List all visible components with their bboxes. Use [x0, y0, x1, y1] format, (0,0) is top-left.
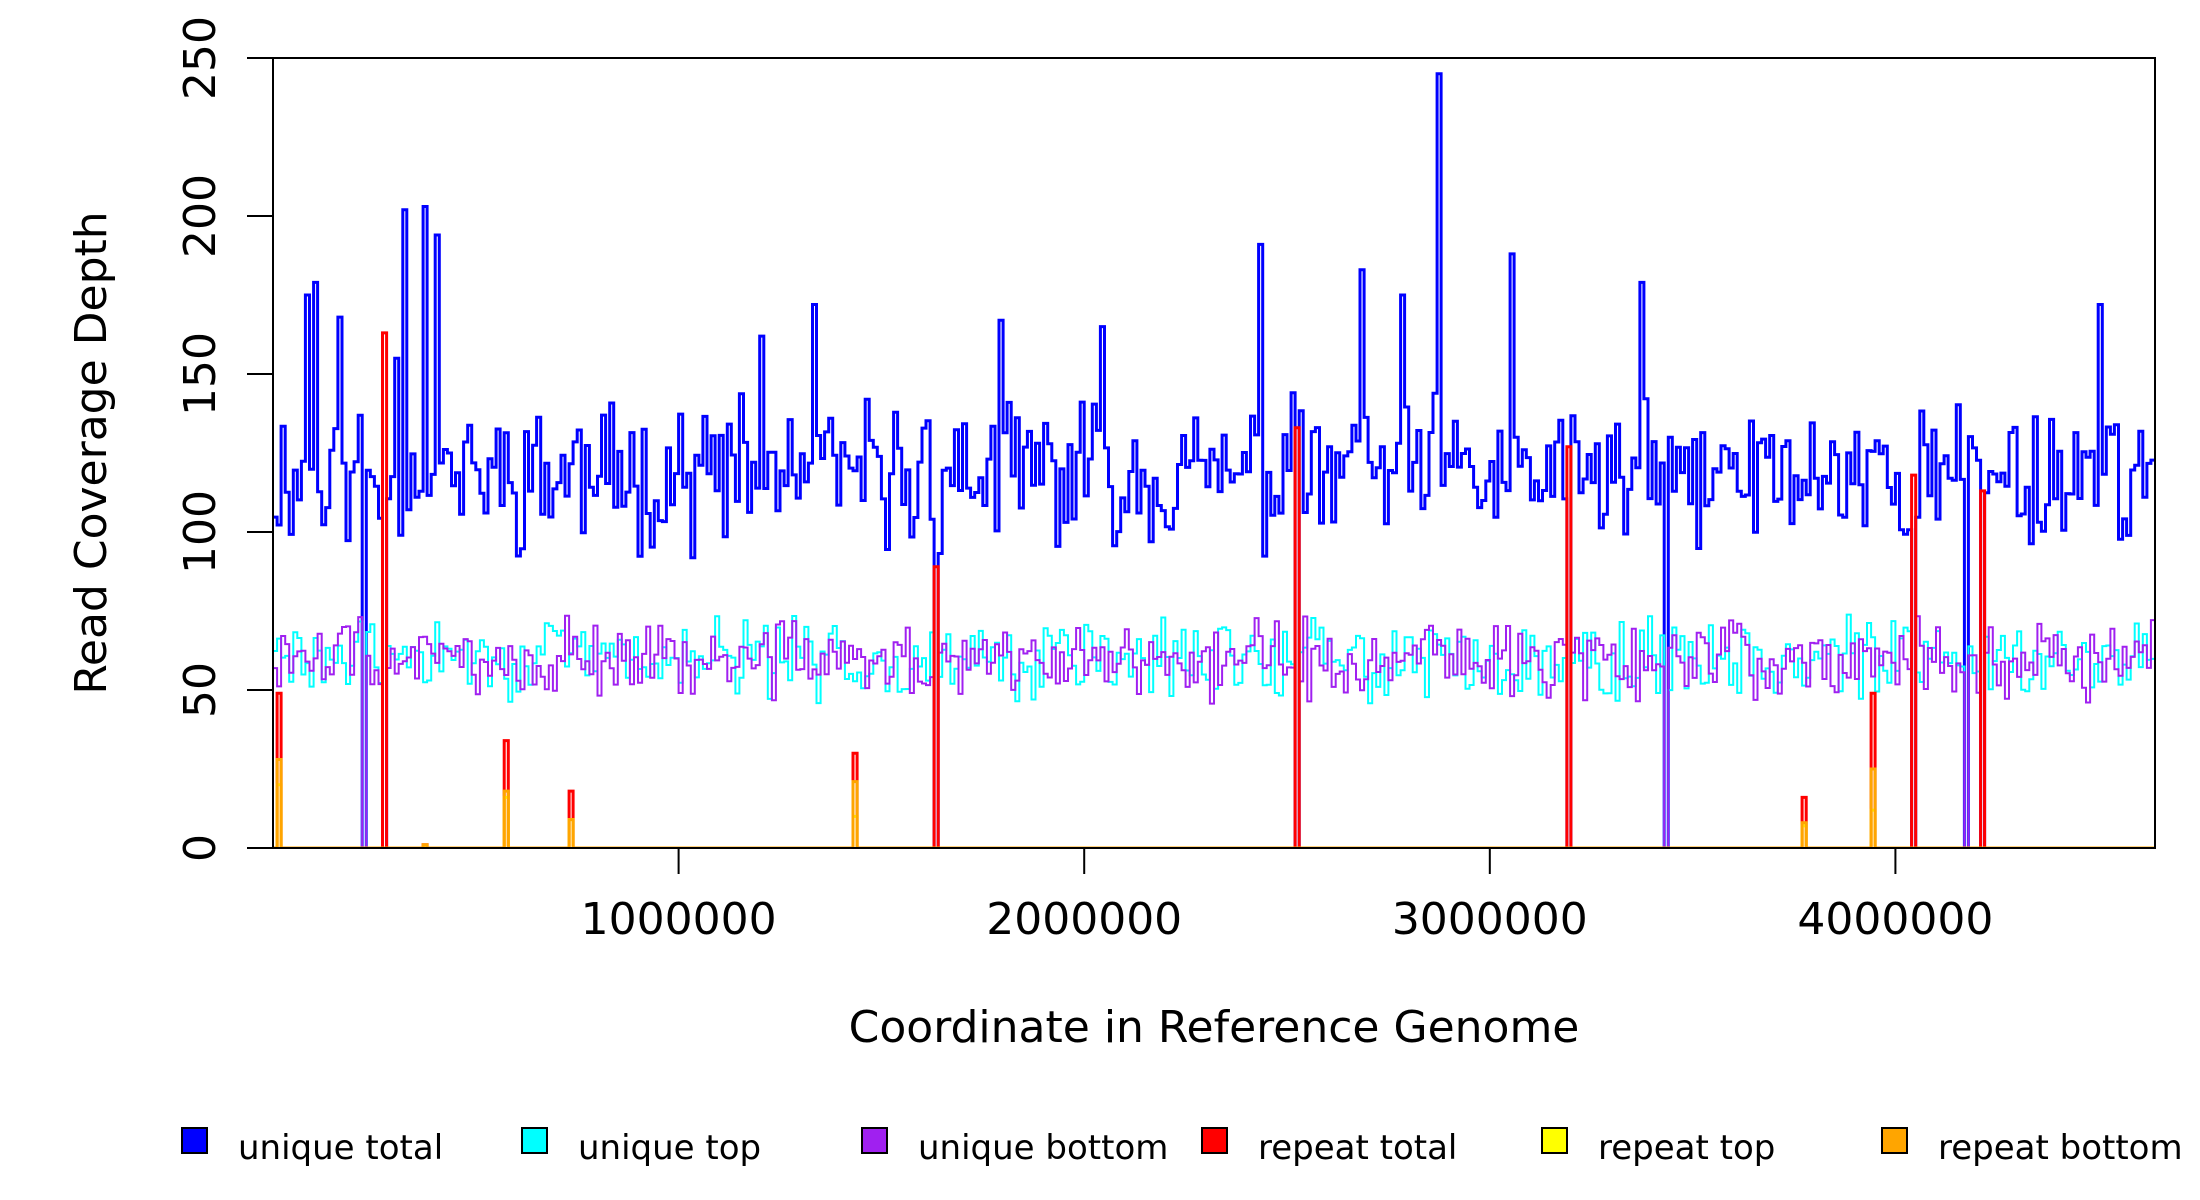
plot-frame	[272, 57, 2156, 849]
legend-item: unique top	[521, 1127, 761, 1168]
y-axis-title: Read Coverage Depth	[66, 211, 117, 694]
legend-label: unique top	[578, 1128, 761, 1168]
legend-item: unique bottom	[861, 1127, 1168, 1168]
series-group	[273, 72, 2155, 848]
legend-label: repeat top	[1598, 1128, 1775, 1168]
x-axis: 1000000 2000000 3000000 4000000	[581, 848, 1993, 945]
y-tick-label: 150	[175, 332, 226, 416]
legend-item: unique total	[181, 1127, 443, 1168]
legend-item: repeat total	[1201, 1127, 1457, 1168]
legend-label: repeat bottom	[1938, 1128, 2183, 1168]
legend-swatch	[1541, 1127, 1568, 1154]
y-tick-label: 250	[175, 16, 226, 100]
y-tick-label: 100	[175, 490, 226, 574]
x-axis-title: Coordinate in Reference Genome	[849, 1002, 1580, 1053]
series-layer	[273, 72, 2155, 848]
y-tick-label: 0	[175, 834, 226, 862]
legend: unique total unique top unique bottom repea…	[181, 1127, 2183, 1168]
legend-label: repeat total	[1258, 1128, 1457, 1168]
y-tick-label: 200	[175, 174, 226, 258]
legend-swatch	[181, 1127, 208, 1154]
series-line-repeat-total	[273, 331, 2155, 848]
x-tick-label: 1000000	[581, 894, 777, 945]
x-tick-label: 3000000	[1392, 894, 1588, 945]
series-line-unique-total	[273, 72, 2155, 848]
y-axis: 0 50 100 150 200 250	[175, 16, 273, 862]
legend-item: repeat bottom	[1881, 1127, 2183, 1168]
legend-swatch	[1881, 1127, 1908, 1154]
y-tick-label: 50	[175, 662, 226, 718]
legend-label: unique total	[238, 1128, 443, 1168]
legend-label: unique bottom	[918, 1128, 1168, 1168]
series-line-repeat-top	[273, 783, 2155, 848]
series-line-repeat-bottom	[273, 758, 2155, 848]
x-tick-label: 2000000	[986, 894, 1182, 945]
legend-swatch	[521, 1127, 548, 1154]
x-tick-label: 4000000	[1797, 894, 1993, 945]
legend-item: repeat top	[1541, 1127, 1775, 1168]
legend-swatch	[861, 1127, 888, 1154]
legend-swatch	[1201, 1127, 1228, 1154]
series-line-unique-bottom	[273, 614, 2155, 848]
